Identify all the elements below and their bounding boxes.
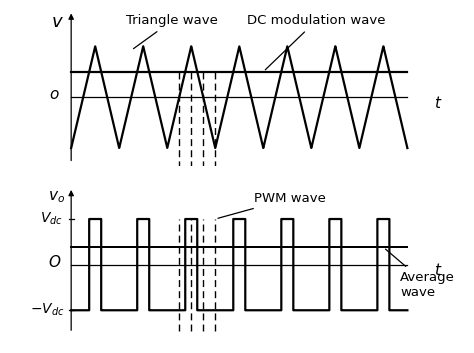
- Text: $V_{dc}$: $V_{dc}$: [39, 211, 63, 227]
- Text: t: t: [434, 263, 440, 277]
- Text: $-V_{dc}$: $-V_{dc}$: [30, 302, 64, 318]
- Text: Triangle wave: Triangle wave: [126, 14, 218, 49]
- Text: $v_o$: $v_o$: [48, 189, 65, 205]
- Text: Average
wave: Average wave: [385, 249, 455, 299]
- Text: v: v: [52, 13, 62, 31]
- Text: O: O: [48, 255, 60, 270]
- Text: PWM wave: PWM wave: [218, 192, 326, 218]
- Text: t: t: [434, 96, 440, 111]
- Text: o: o: [50, 87, 59, 102]
- Text: DC modulation wave: DC modulation wave: [247, 14, 385, 70]
